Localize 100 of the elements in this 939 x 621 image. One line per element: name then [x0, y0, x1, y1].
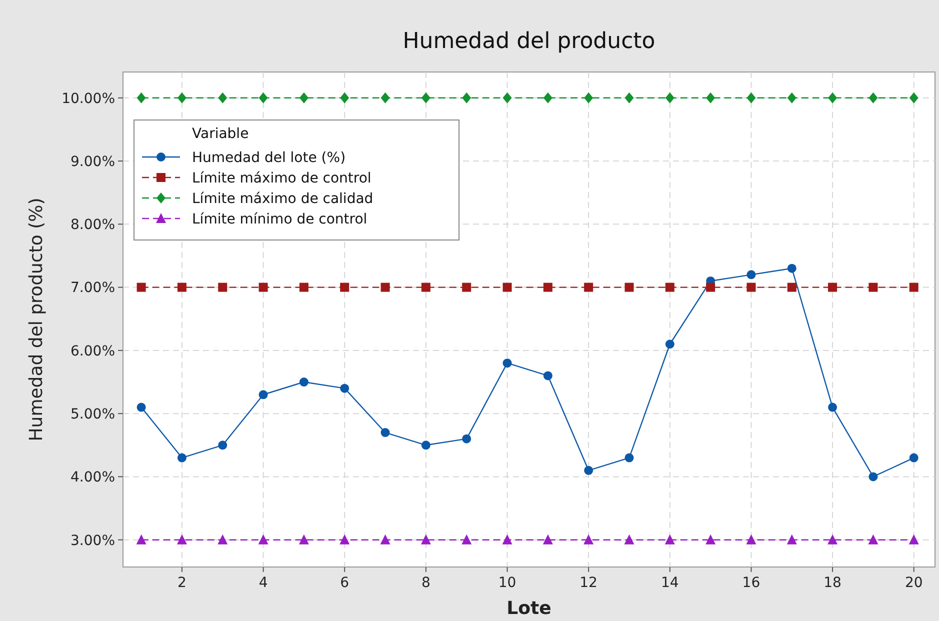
point — [584, 92, 594, 104]
x-tick-label: 20 — [904, 575, 923, 591]
x-tick-label: 8 — [421, 575, 430, 591]
y-tick-label: 4.00% — [70, 470, 115, 486]
point — [706, 92, 716, 104]
x-tick-label: 2 — [177, 575, 186, 591]
point — [258, 92, 268, 104]
point — [462, 92, 472, 104]
point — [543, 282, 552, 292]
point — [787, 282, 796, 292]
y-tick-label: 3.00% — [70, 532, 115, 549]
legend-label: Límite mínimo de control — [192, 211, 368, 228]
x-tick-label: 16 — [742, 575, 760, 591]
point — [502, 534, 512, 544]
point — [787, 264, 796, 273]
x-tick-label: 14 — [660, 575, 679, 591]
point — [177, 282, 186, 292]
point — [299, 378, 308, 387]
point — [218, 440, 228, 450]
point — [542, 534, 553, 544]
point — [828, 92, 838, 104]
point — [746, 92, 756, 104]
x-tick-label: 4 — [258, 575, 268, 591]
x-tick-label: 18 — [824, 575, 842, 591]
point — [786, 534, 797, 544]
point — [462, 534, 472, 544]
point — [340, 282, 350, 292]
point — [136, 92, 146, 104]
point — [177, 453, 186, 462]
y-tick-label: 9.00% — [70, 154, 115, 170]
x-tick-label: 12 — [580, 575, 598, 591]
point — [218, 92, 228, 104]
point — [340, 384, 350, 393]
point — [909, 453, 918, 462]
point — [746, 270, 756, 280]
x-tick-label: 6 — [340, 575, 350, 591]
point — [624, 282, 634, 292]
point — [340, 534, 350, 544]
point — [828, 402, 838, 412]
y-tick-label: 8.00% — [70, 217, 115, 234]
point — [136, 282, 146, 292]
legend-title: Variable — [192, 126, 249, 142]
point — [624, 453, 634, 462]
point — [421, 282, 430, 292]
point — [380, 534, 390, 544]
point — [299, 282, 308, 292]
point — [258, 534, 268, 544]
x-tick-label: 10 — [498, 575, 516, 591]
point — [828, 282, 838, 292]
point — [502, 282, 512, 292]
point — [746, 534, 756, 544]
point — [543, 371, 552, 380]
point — [380, 282, 390, 292]
point — [706, 534, 716, 544]
point — [136, 402, 146, 412]
point — [136, 534, 146, 544]
point — [746, 282, 756, 292]
point — [258, 282, 268, 292]
point — [462, 282, 472, 292]
point — [665, 340, 674, 349]
x-axis-title: Lote — [506, 598, 552, 619]
point — [177, 92, 186, 104]
y-tick-label: 7.00% — [70, 280, 115, 296]
y-tick-label: 6.00% — [70, 343, 115, 360]
point — [176, 534, 187, 544]
point — [868, 534, 878, 544]
point — [380, 428, 390, 438]
chart-title: Humedad del producto — [402, 29, 656, 54]
point — [462, 434, 472, 444]
point — [909, 92, 918, 104]
point — [909, 282, 918, 292]
point — [218, 534, 228, 544]
point — [664, 534, 675, 544]
y-tick-label: 5.00% — [70, 406, 115, 422]
point — [420, 534, 431, 544]
point — [380, 92, 390, 104]
point — [868, 282, 878, 292]
point — [828, 534, 838, 544]
point — [299, 92, 308, 104]
y-tick-label: 10.00% — [62, 90, 115, 107]
legend-label: Límite máximo de control — [192, 170, 372, 186]
point — [543, 92, 552, 104]
point — [665, 92, 674, 104]
point — [421, 92, 430, 104]
point — [624, 534, 634, 544]
y-axis-title: Humedad del producto (%) — [26, 198, 47, 442]
legend-label: Humedad del lote (%) — [192, 150, 346, 166]
point — [584, 534, 594, 544]
point — [258, 390, 268, 400]
point — [298, 534, 309, 544]
point — [868, 92, 878, 104]
point — [624, 92, 634, 104]
legend-label: Límite máximo de calidad — [192, 190, 374, 207]
point — [502, 92, 512, 104]
point — [868, 472, 878, 482]
point — [706, 282, 716, 292]
point — [584, 466, 594, 475]
point — [908, 534, 919, 544]
point — [421, 440, 430, 450]
point — [787, 92, 796, 104]
